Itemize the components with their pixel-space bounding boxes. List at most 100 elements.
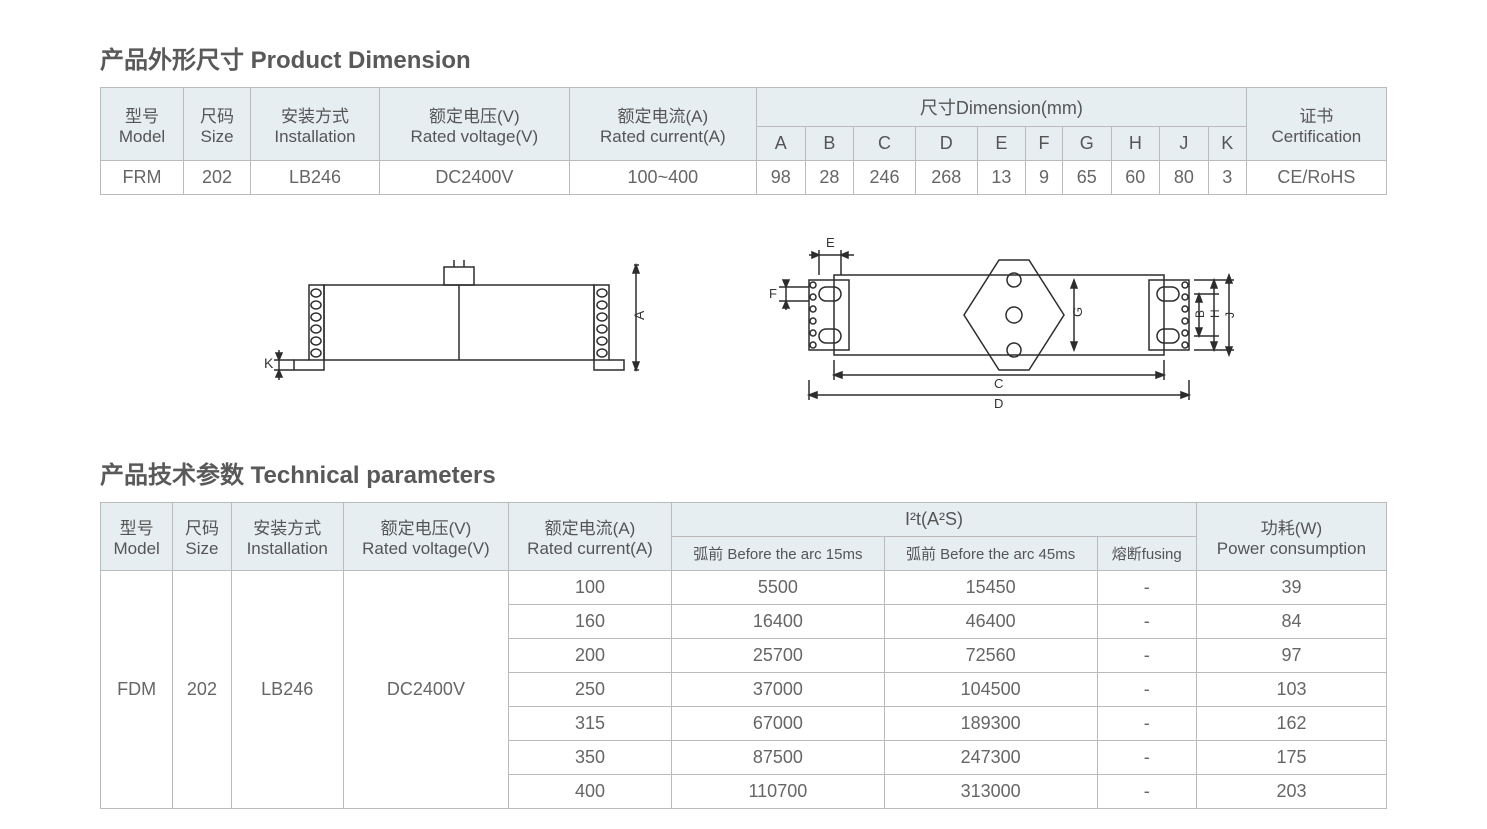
th-install-en: Installation <box>259 127 371 147</box>
th2-size: 尺码 Size <box>173 503 231 571</box>
cell-arc15: 110700 <box>672 775 885 809</box>
diagram-side-view: A K <box>244 235 664 405</box>
th2-power-en: Power consumption <box>1205 539 1378 559</box>
th2-size-cn: 尺码 <box>181 514 222 539</box>
cell-arc45: 313000 <box>884 775 1097 809</box>
cell-arc45: 46400 <box>884 605 1097 639</box>
technical-table: 型号 Model 尺码 Size 安装方式 Installation 额定电压(… <box>100 502 1387 809</box>
cell-arc45: 247300 <box>884 741 1097 775</box>
cell-A: 98 <box>756 161 805 195</box>
th-size-cn: 尺码 <box>192 102 242 127</box>
dim-label-C: C <box>994 376 1003 391</box>
cell-install: LB246 <box>231 571 343 809</box>
cell-arc15: 5500 <box>672 571 885 605</box>
th-current: 额定电流(A) Rated current(A) <box>569 88 756 161</box>
cell-size: 202 <box>184 161 251 195</box>
cell-power: 103 <box>1196 673 1386 707</box>
th2-fusing: 熔断fusing <box>1097 537 1196 571</box>
th-voltage-en: Rated voltage(V) <box>388 127 561 147</box>
cell-fusing: - <box>1097 639 1196 673</box>
th2-current: 额定电流(A) Rated current(A) <box>509 503 672 571</box>
cell-F: 9 <box>1026 161 1063 195</box>
th-dim-E: E <box>977 127 1026 161</box>
th2-current-en: Rated current(A) <box>517 539 663 559</box>
th-dim-D: D <box>915 127 977 161</box>
th2-i2t: I²t(A²S) <box>672 503 1197 537</box>
cell-arc15: 16400 <box>672 605 885 639</box>
th-current-cn: 额定电流(A) <box>578 102 748 127</box>
th-cert-en: Certification <box>1255 127 1378 147</box>
cell-E: 13 <box>977 161 1026 195</box>
th2-model: 型号 Model <box>101 503 173 571</box>
th2-arc15: 弧前 Before the arc 15ms <box>672 537 885 571</box>
th2-voltage: 额定电压(V) Rated voltage(V) <box>343 503 508 571</box>
cell-arc15: 67000 <box>672 707 885 741</box>
cell-current: 100~400 <box>569 161 756 195</box>
cell-fusing: - <box>1097 741 1196 775</box>
th-model-en: Model <box>109 127 175 147</box>
th2-model-en: Model <box>109 539 164 559</box>
diagram-top-view: E F G B H J C D <box>764 235 1244 425</box>
cell-current: 200 <box>509 639 672 673</box>
dim-label-B: B <box>1193 310 1207 318</box>
th2-power-cn: 功耗(W) <box>1205 514 1378 539</box>
dim-label-G: G <box>1070 307 1085 317</box>
cell-arc45: 72560 <box>884 639 1097 673</box>
cell-install: LB246 <box>251 161 380 195</box>
cell-power: 97 <box>1196 639 1386 673</box>
cell-power: 203 <box>1196 775 1386 809</box>
cell-model: FRM <box>101 161 184 195</box>
cell-G: 65 <box>1062 161 1111 195</box>
cell-power: 84 <box>1196 605 1386 639</box>
cell-J: 80 <box>1160 161 1209 195</box>
cell-D: 268 <box>915 161 977 195</box>
cell-C: 246 <box>854 161 916 195</box>
th2-model-cn: 型号 <box>109 514 164 539</box>
table-row: FRM 202 LB246 DC2400V 100~400 98 28 246 … <box>101 161 1387 195</box>
cell-B: 28 <box>805 161 854 195</box>
cell-current: 350 <box>509 741 672 775</box>
th2-install-cn: 安装方式 <box>240 514 335 539</box>
th-size: 尺码 Size <box>184 88 251 161</box>
th-model-cn: 型号 <box>109 102 175 127</box>
cell-fusing: - <box>1097 605 1196 639</box>
cell-fusing: - <box>1097 571 1196 605</box>
th2-power: 功耗(W) Power consumption <box>1196 503 1386 571</box>
th-dim-G: G <box>1062 127 1111 161</box>
cell-H: 60 <box>1111 161 1160 195</box>
dim-label-F: F <box>769 286 777 301</box>
th-install-cn: 安装方式 <box>259 102 371 127</box>
th-install: 安装方式 Installation <box>251 88 380 161</box>
section1-title: 产品外形尺寸 Product Dimension <box>100 40 1387 75</box>
cell-power: 39 <box>1196 571 1386 605</box>
cell-K: 3 <box>1208 161 1246 195</box>
th-dim-C: C <box>854 127 916 161</box>
th-voltage: 额定电压(V) Rated voltage(V) <box>379 88 569 161</box>
dim-label-E: E <box>826 235 835 250</box>
cell-fusing: - <box>1097 775 1196 809</box>
cell-arc15: 25700 <box>672 639 885 673</box>
cell-power: 162 <box>1196 707 1386 741</box>
th-voltage-cn: 额定电压(V) <box>388 102 561 127</box>
cell-current: 100 <box>509 571 672 605</box>
th2-size-en: Size <box>181 539 222 559</box>
th2-arc45: 弧前 Before the arc 45ms <box>884 537 1097 571</box>
th-cert-cn: 证书 <box>1255 102 1378 127</box>
th2-install-en: Installation <box>240 539 335 559</box>
cell-arc15: 37000 <box>672 673 885 707</box>
cell-current: 400 <box>509 775 672 809</box>
dim-label-K: K <box>264 355 274 371</box>
th2-current-cn: 额定电流(A) <box>517 514 663 539</box>
th-dim-K: K <box>1208 127 1246 161</box>
cell-cert: CE/RoHS <box>1246 161 1386 195</box>
diagram-container: A K <box>100 235 1387 425</box>
th-dim-J: J <box>1160 127 1209 161</box>
cell-voltage: DC2400V <box>343 571 508 809</box>
section2-title: 产品技术参数 Technical parameters <box>100 455 1387 490</box>
cell-arc15: 87500 <box>672 741 885 775</box>
cell-fusing: - <box>1097 673 1196 707</box>
th-model: 型号 Model <box>101 88 184 161</box>
cell-voltage: DC2400V <box>379 161 569 195</box>
dim-label-D: D <box>994 396 1003 411</box>
th-dimension: 尺寸Dimension(mm) <box>756 88 1246 127</box>
